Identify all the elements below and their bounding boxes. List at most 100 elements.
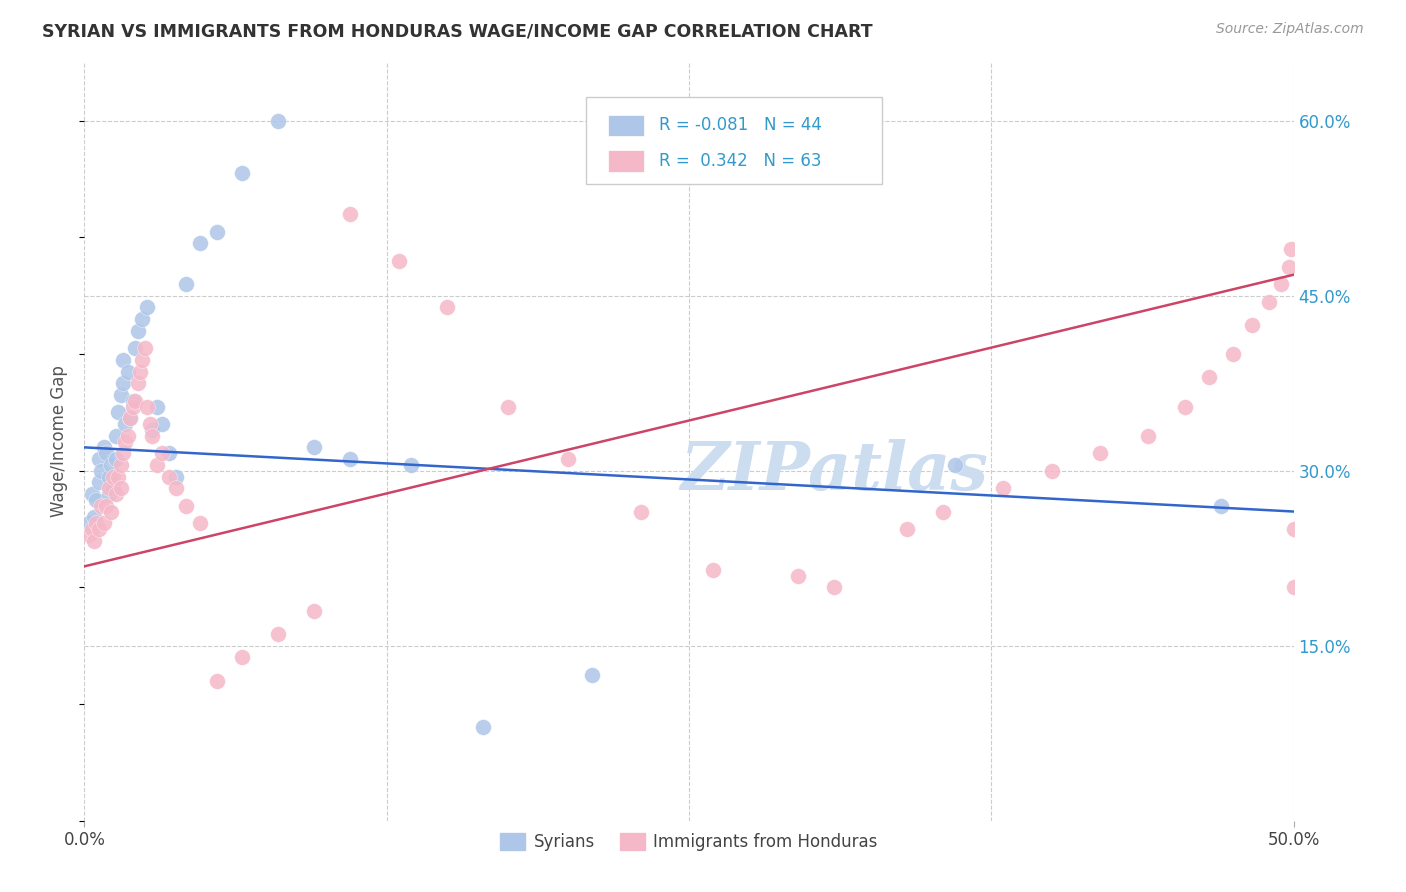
Point — [136, 301, 159, 315]
Bar — [607, 151, 644, 171]
Point — [86, 516, 108, 531]
Point — [267, 113, 290, 128]
Point — [339, 452, 361, 467]
Point — [100, 458, 122, 472]
Point — [472, 720, 495, 734]
Point — [117, 428, 139, 442]
Point — [150, 417, 173, 431]
Point — [110, 458, 132, 472]
Point — [131, 352, 153, 367]
Point — [302, 441, 325, 455]
Point — [114, 417, 136, 431]
Text: Source: ZipAtlas.com: Source: ZipAtlas.com — [1216, 22, 1364, 37]
Point — [141, 428, 163, 442]
Point — [1222, 347, 1244, 361]
Point — [110, 388, 132, 402]
Point — [399, 458, 422, 472]
Point — [80, 522, 103, 536]
Point — [1282, 580, 1305, 594]
Point — [190, 516, 212, 531]
Point — [131, 312, 153, 326]
Point — [436, 301, 458, 315]
Point — [104, 487, 127, 501]
Point — [146, 400, 169, 414]
Point — [339, 207, 361, 221]
Point — [86, 492, 108, 507]
Point — [90, 499, 112, 513]
Point — [557, 452, 579, 467]
Point — [87, 475, 110, 490]
Point — [190, 236, 212, 251]
Point — [1137, 428, 1160, 442]
Point — [1198, 370, 1220, 384]
Point — [1258, 294, 1281, 309]
Point — [1040, 464, 1063, 478]
FancyBboxPatch shape — [586, 96, 883, 184]
Point — [157, 469, 180, 483]
Point — [83, 510, 105, 524]
Point — [207, 673, 229, 688]
Point — [630, 504, 652, 518]
Point — [107, 405, 129, 419]
Point — [117, 365, 139, 379]
Point — [302, 604, 325, 618]
Legend: Syrians, Immigrants from Honduras: Syrians, Immigrants from Honduras — [494, 826, 884, 858]
Point — [120, 411, 142, 425]
Point — [107, 469, 129, 483]
Point — [943, 458, 966, 472]
Point — [1241, 318, 1264, 332]
Point — [146, 458, 169, 472]
Y-axis label: Wage/Income Gap: Wage/Income Gap — [51, 366, 69, 517]
Point — [267, 627, 290, 641]
Text: R =  0.342   N = 63: R = 0.342 N = 63 — [659, 152, 821, 170]
Text: ZIPatlas: ZIPatlas — [681, 440, 988, 504]
Text: SYRIAN VS IMMIGRANTS FROM HONDURAS WAGE/INCOME GAP CORRELATION CHART: SYRIAN VS IMMIGRANTS FROM HONDURAS WAGE/… — [42, 22, 873, 40]
Point — [231, 166, 253, 180]
Point — [87, 452, 110, 467]
Point — [112, 376, 135, 391]
Point — [110, 481, 132, 495]
Point — [97, 469, 120, 483]
Point — [1270, 277, 1292, 291]
Point — [174, 277, 197, 291]
Point — [702, 563, 724, 577]
Point — [896, 522, 918, 536]
Point — [124, 341, 146, 355]
Point — [120, 411, 142, 425]
Point — [1279, 242, 1302, 256]
Point — [174, 499, 197, 513]
Bar — [607, 115, 644, 136]
Text: R = -0.081   N = 44: R = -0.081 N = 44 — [659, 116, 821, 135]
Point — [1278, 260, 1301, 274]
Point — [136, 400, 159, 414]
Point — [150, 446, 173, 460]
Point — [112, 352, 135, 367]
Point — [93, 441, 115, 455]
Point — [121, 400, 143, 414]
Point — [80, 487, 103, 501]
Point — [823, 580, 845, 594]
Point — [134, 341, 156, 355]
Point — [786, 568, 808, 582]
Point — [112, 446, 135, 460]
Point — [87, 522, 110, 536]
Point — [127, 324, 149, 338]
Point — [138, 417, 160, 431]
Point — [1282, 522, 1305, 536]
Point — [77, 528, 100, 542]
Point — [165, 469, 187, 483]
Point — [1174, 400, 1197, 414]
Point — [581, 668, 603, 682]
Point — [388, 253, 411, 268]
Point — [90, 464, 112, 478]
Point — [496, 400, 519, 414]
Point — [129, 365, 152, 379]
Point — [1209, 499, 1232, 513]
Point — [94, 499, 117, 513]
Point — [100, 504, 122, 518]
Point — [104, 428, 127, 442]
Point — [932, 504, 955, 518]
Point — [1088, 446, 1111, 460]
Point — [121, 393, 143, 408]
Point — [103, 481, 125, 495]
